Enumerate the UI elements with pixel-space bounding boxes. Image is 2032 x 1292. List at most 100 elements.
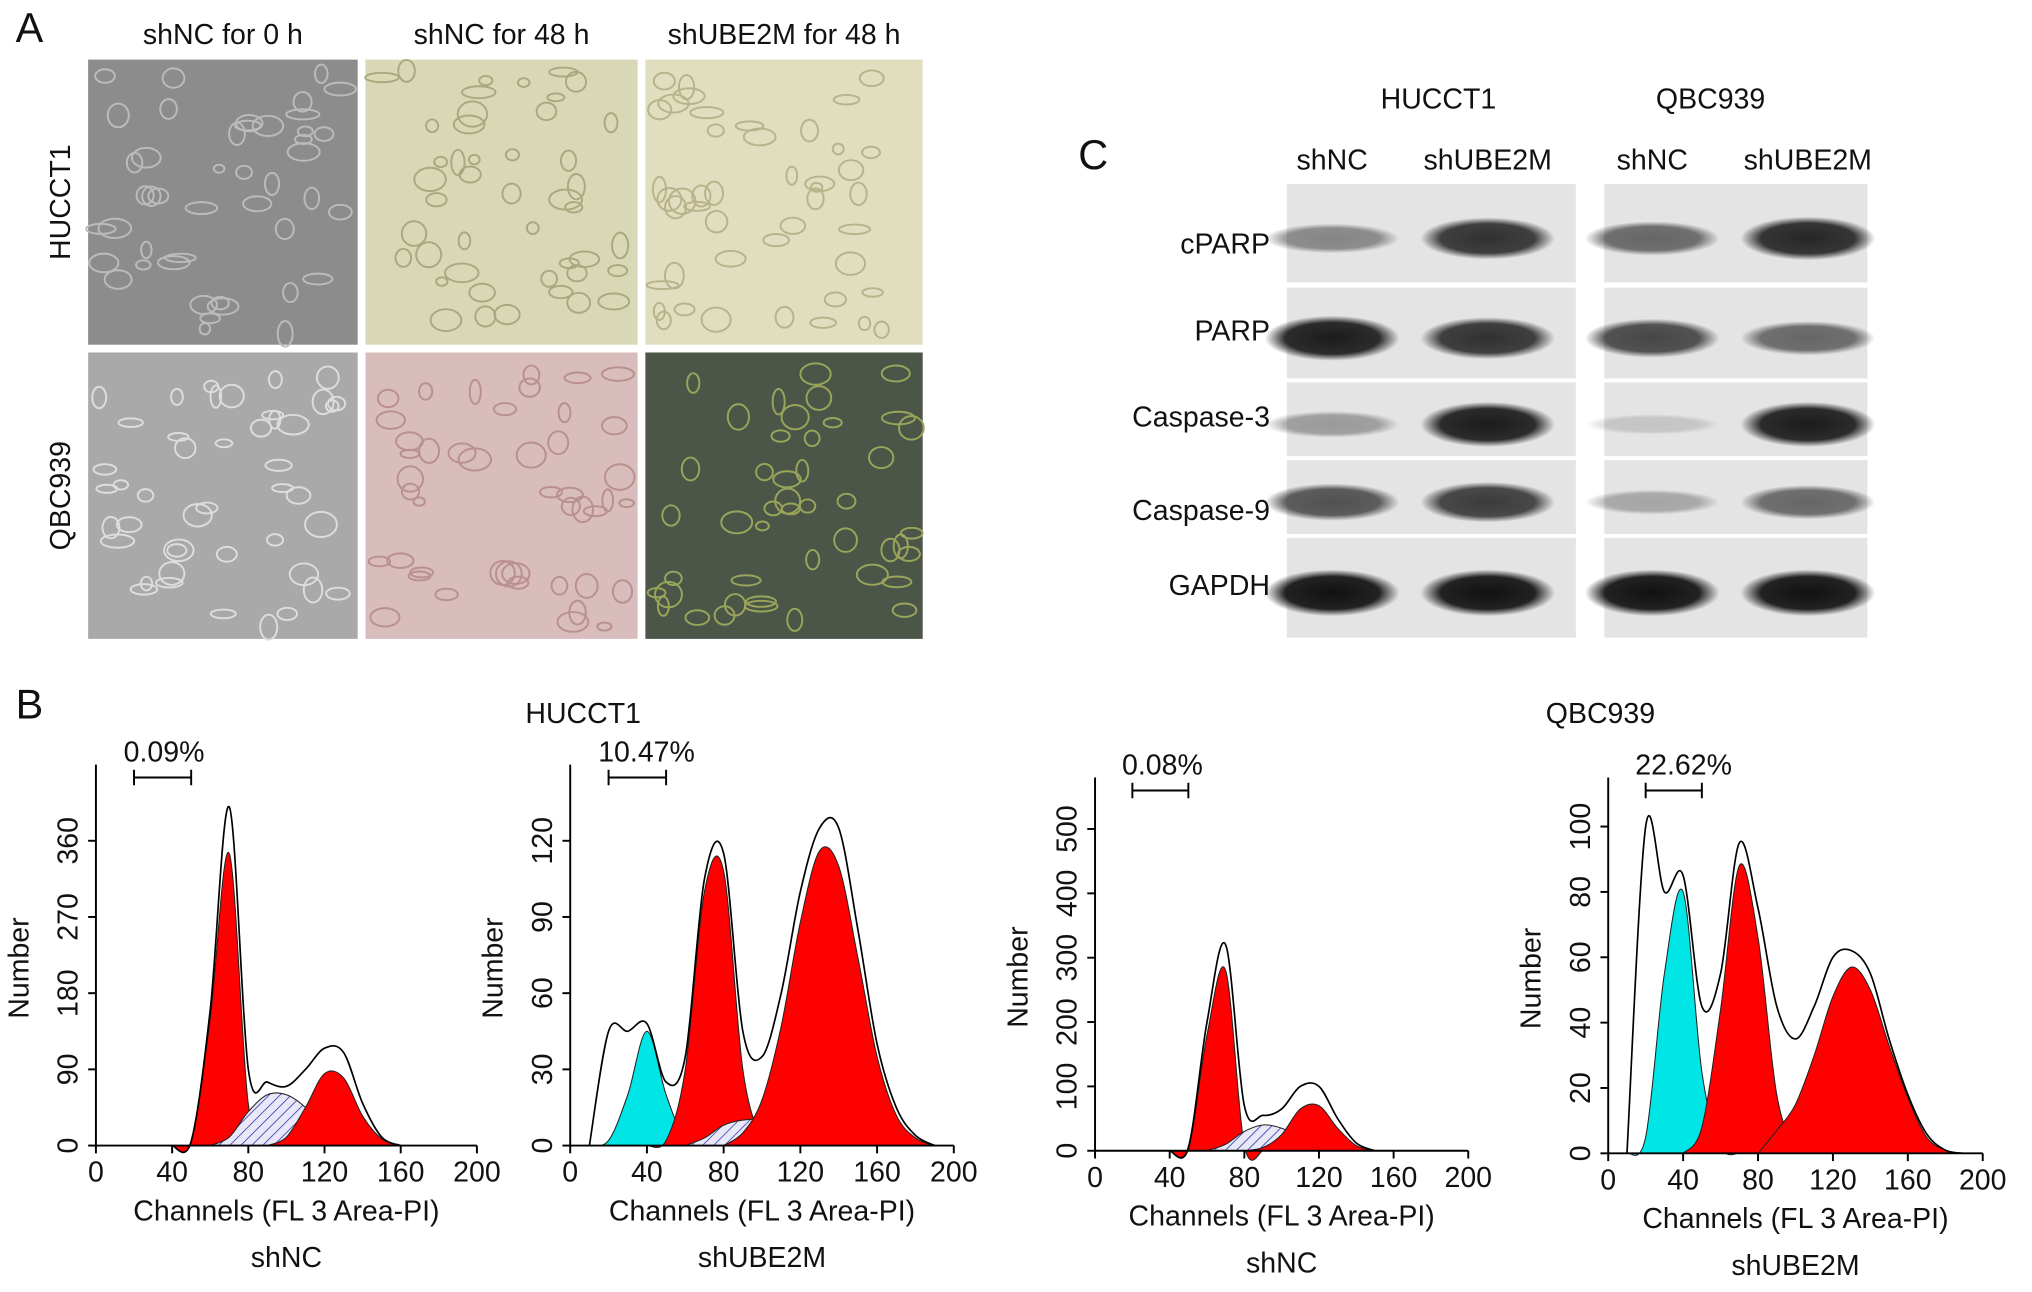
x-tick-label: 160 [1884, 1164, 1932, 1196]
cell [323, 81, 358, 97]
cell [897, 545, 921, 562]
x-axis-title: Channels (FL 3 Area-PI) [133, 1195, 439, 1227]
cell [303, 186, 321, 211]
cell [233, 119, 262, 132]
cell [282, 282, 299, 304]
cell [327, 395, 347, 412]
gate-bracket [1644, 782, 1703, 799]
cell [664, 570, 683, 587]
column-header: shNC for 0 h [143, 19, 303, 51]
cell [135, 259, 152, 271]
cell [611, 231, 630, 260]
cell [210, 295, 230, 311]
cell [799, 362, 832, 386]
protein-label: GAPDH [1169, 570, 1270, 602]
cell [292, 91, 313, 113]
cell [447, 442, 477, 464]
cell [861, 145, 881, 160]
cell [706, 123, 725, 138]
band [1740, 569, 1876, 617]
row-label: QBC939 [45, 441, 77, 550]
cell [375, 410, 406, 430]
cell [891, 602, 918, 618]
cell [563, 371, 592, 385]
cell [822, 417, 843, 429]
cell [607, 264, 629, 278]
cell [130, 146, 162, 169]
x-tick-label: 160 [853, 1157, 901, 1189]
y-tick-label: 180 [53, 969, 85, 1017]
cell [166, 543, 188, 558]
x-tick-label: 80 [1228, 1162, 1260, 1194]
cell [691, 184, 712, 208]
cell [456, 100, 489, 128]
cell [271, 483, 295, 493]
cell [478, 75, 494, 87]
group-title: QBC939 [1546, 698, 1655, 730]
cell [664, 195, 688, 220]
band [1584, 318, 1720, 358]
cell [881, 575, 913, 589]
cell [425, 118, 440, 134]
cell [838, 223, 872, 236]
cell [700, 306, 732, 333]
cell [786, 607, 804, 632]
micrograph [88, 352, 358, 639]
cell [566, 173, 586, 201]
cell [259, 613, 279, 641]
cell [203, 379, 220, 394]
y-tick-label: 20 [1565, 1072, 1597, 1104]
band [1584, 569, 1720, 617]
x-tick-label: 120 [1295, 1162, 1343, 1194]
cell [161, 67, 186, 89]
x-tick-label: 40 [156, 1157, 188, 1189]
cell [396, 465, 424, 493]
cell [494, 560, 523, 588]
cell [770, 429, 791, 443]
cell [550, 575, 569, 596]
cell [276, 606, 299, 621]
cell [837, 159, 865, 182]
y-axis-title: Number [1516, 927, 1548, 1029]
cell [556, 611, 590, 633]
cell [125, 151, 144, 174]
chart-caption: shNC [1246, 1247, 1317, 1279]
cell [805, 385, 833, 411]
micrograph [365, 59, 638, 345]
y-tick-label: 40 [1565, 1007, 1597, 1039]
cell [645, 280, 680, 291]
cell [311, 388, 335, 416]
cell [425, 192, 448, 208]
band [1420, 481, 1556, 523]
gate-annotation: 0.08% [1122, 750, 1203, 782]
cell [823, 291, 848, 308]
cell [755, 520, 770, 532]
cell [656, 595, 670, 617]
cell [141, 185, 162, 207]
cell [409, 566, 435, 579]
cell [324, 399, 340, 413]
cell-line-label: QBC939 [1656, 84, 1765, 116]
column-header: shUBE2M for 48 h [668, 19, 901, 51]
cell [468, 153, 481, 166]
cell [795, 458, 810, 483]
cell [714, 249, 747, 268]
cell [546, 92, 566, 103]
cell [600, 416, 628, 436]
cell [516, 77, 531, 88]
cell [538, 485, 564, 499]
band [1740, 485, 1876, 520]
cell [518, 377, 541, 398]
cell [806, 187, 825, 211]
cell [325, 586, 351, 601]
cell [94, 68, 116, 84]
gate-bracket [133, 769, 193, 786]
cell [798, 498, 817, 514]
cell [686, 372, 701, 394]
cell [327, 203, 353, 221]
cell [834, 251, 867, 276]
cell [434, 587, 459, 602]
y-tick-label: 270 [53, 893, 85, 941]
cell [413, 166, 447, 193]
